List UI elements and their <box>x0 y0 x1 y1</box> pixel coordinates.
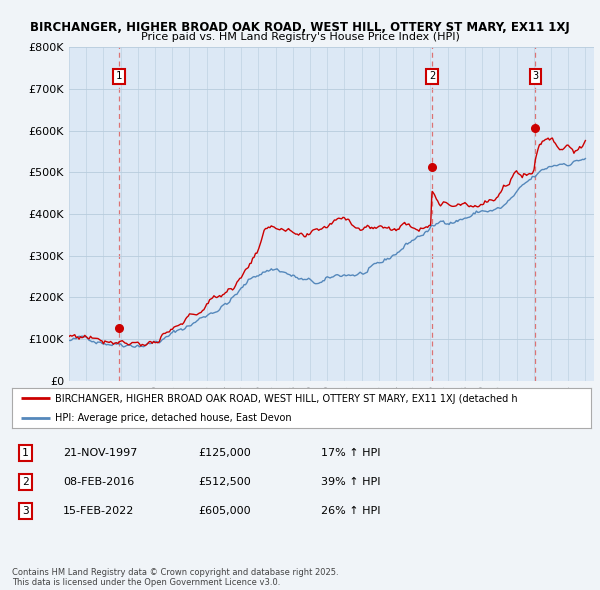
Text: 3: 3 <box>532 71 539 81</box>
Text: 26% ↑ HPI: 26% ↑ HPI <box>321 506 380 516</box>
Text: £125,000: £125,000 <box>198 448 251 458</box>
Text: BIRCHANGER, HIGHER BROAD OAK ROAD, WEST HILL, OTTERY ST MARY, EX11 1XJ: BIRCHANGER, HIGHER BROAD OAK ROAD, WEST … <box>30 21 570 34</box>
Text: 17% ↑ HPI: 17% ↑ HPI <box>321 448 380 458</box>
Text: Contains HM Land Registry data © Crown copyright and database right 2025.
This d: Contains HM Land Registry data © Crown c… <box>12 568 338 587</box>
Text: HPI: Average price, detached house, East Devon: HPI: Average price, detached house, East… <box>55 413 292 423</box>
Text: 2: 2 <box>22 477 29 487</box>
Text: Price paid vs. HM Land Registry's House Price Index (HPI): Price paid vs. HM Land Registry's House … <box>140 32 460 42</box>
Text: 21-NOV-1997: 21-NOV-1997 <box>63 448 137 458</box>
Text: 15-FEB-2022: 15-FEB-2022 <box>63 506 134 516</box>
Text: £605,000: £605,000 <box>198 506 251 516</box>
Text: 1: 1 <box>116 71 122 81</box>
Text: BIRCHANGER, HIGHER BROAD OAK ROAD, WEST HILL, OTTERY ST MARY, EX11 1XJ (detached: BIRCHANGER, HIGHER BROAD OAK ROAD, WEST … <box>55 394 518 404</box>
Text: £512,500: £512,500 <box>198 477 251 487</box>
Text: 39% ↑ HPI: 39% ↑ HPI <box>321 477 380 487</box>
Text: 2: 2 <box>429 71 436 81</box>
Text: 3: 3 <box>22 506 29 516</box>
Text: 1: 1 <box>22 448 29 458</box>
Text: 08-FEB-2016: 08-FEB-2016 <box>63 477 134 487</box>
